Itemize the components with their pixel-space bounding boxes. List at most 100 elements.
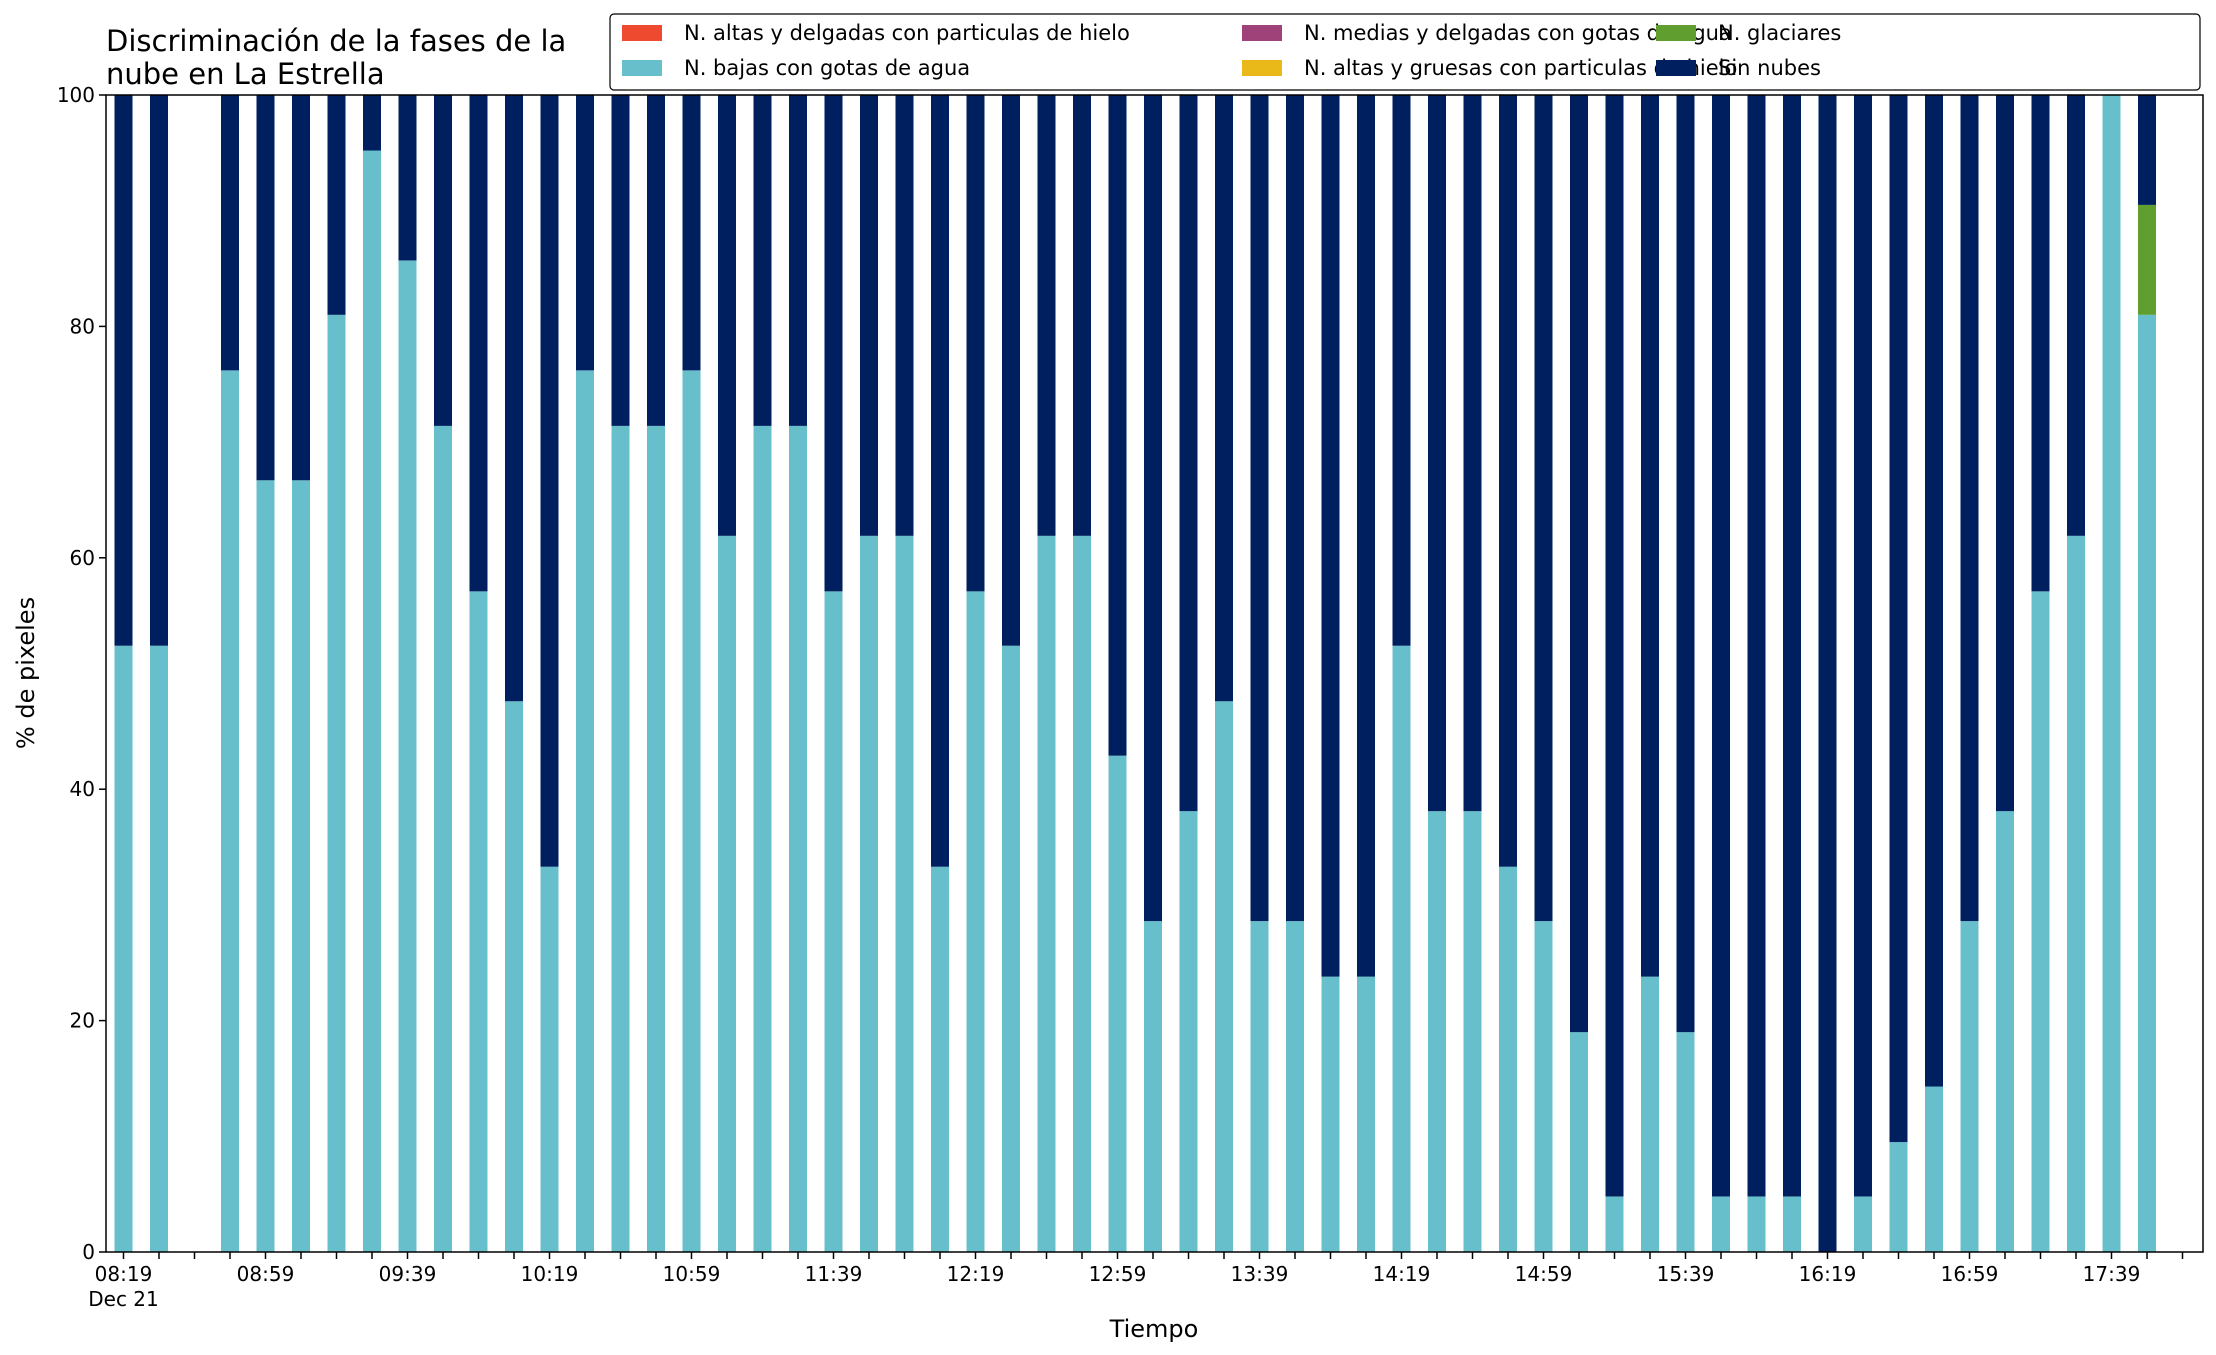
bar-segment-5-44 — [1676, 95, 1695, 1033]
x-tick-label: 16:59 — [1941, 1262, 1999, 1286]
y-tick-label: 60 — [70, 546, 95, 570]
legend-label: N. glaciares — [1718, 21, 1841, 45]
legend-box — [609, 13, 2201, 91]
bar-segment-3-53 — [1996, 811, 2014, 1252]
x-tick-label: 17:39 — [2083, 1262, 2141, 1286]
bar-segment-3-35 — [1357, 976, 1375, 1252]
bar-segment-5-35 — [1357, 95, 1375, 977]
y-tick-label: 20 — [70, 1009, 95, 1033]
bar-segment-3-47 — [1783, 1196, 1801, 1252]
y-tick-label: 40 — [70, 777, 95, 801]
bar-segment-3-50 — [1889, 1142, 1908, 1252]
bar-segment-5-4 — [256, 95, 275, 481]
bar-segment-3-20 — [824, 591, 843, 1252]
bar-segment-5-9 — [434, 95, 452, 426]
legend-swatch — [1656, 60, 1696, 76]
bar-segment-3-18 — [753, 425, 772, 1252]
bar-segment-5-21 — [860, 95, 878, 536]
bar-segment-3-31 — [1215, 701, 1233, 1252]
x-tick-label: 10:19 — [521, 1262, 579, 1286]
bar-segment-3-56 — [2102, 95, 2121, 1252]
bar-segment-3-46 — [1747, 1196, 1766, 1252]
bar-segment-5-17 — [718, 95, 736, 536]
bar-segment-3-13 — [576, 370, 594, 1252]
bar-segment-3-45 — [1712, 1196, 1730, 1252]
bar-segment-3-17 — [718, 535, 736, 1252]
bar-segment-5-41 — [1570, 95, 1588, 1033]
bar-segment-5-15 — [647, 95, 665, 426]
bar-segment-3-23 — [931, 866, 949, 1252]
plot-frame — [105, 94, 2204, 1253]
legend-label: N. bajas con gotas de agua — [684, 56, 970, 80]
bar-segment-3-30 — [1179, 811, 1198, 1252]
bar-segment-3-36 — [1392, 645, 1411, 1252]
x-tick-label: 08:19 — [95, 1262, 153, 1286]
x-tick-label: 10:59 — [663, 1262, 721, 1286]
legend-swatch — [622, 60, 662, 76]
bar-segment-5-45 — [1712, 95, 1730, 1197]
x-axis-label: Tiempo — [1109, 1315, 1199, 1343]
bar-segment-3-54 — [2031, 591, 2050, 1252]
bar-segment-5-47 — [1783, 95, 1801, 1197]
bar-segment-3-1 — [150, 645, 168, 1252]
bar-segment-5-49 — [1854, 95, 1872, 1197]
bar-segment-3-52 — [1960, 921, 1979, 1252]
x-tick-label: 12:59 — [1089, 1262, 1147, 1286]
bar-segment-3-32 — [1250, 921, 1269, 1252]
bar-segment-5-52 — [1960, 95, 1979, 922]
legend: N. altas y delgadas con particulas de hi… — [609, 13, 2201, 91]
bar-segment-5-42 — [1605, 95, 1624, 1197]
bar-segment-3-39 — [1499, 866, 1517, 1252]
bar-segment-3-10 — [469, 591, 488, 1252]
chart-title-line-1: Discriminación de la fases de la — [106, 24, 566, 58]
bar-segment-5-51 — [1925, 95, 1943, 1087]
bar-segment-3-0 — [114, 645, 133, 1252]
bar-segment-5-16 — [682, 95, 701, 371]
bar-segment-5-22 — [895, 95, 914, 536]
bar-segment-3-49 — [1854, 1196, 1872, 1252]
bar-segment-4-57 — [2138, 204, 2156, 315]
bar-segment-3-21 — [860, 535, 878, 1252]
bar-segment-3-42 — [1605, 1196, 1624, 1252]
legend-swatch — [1656, 25, 1696, 41]
bar-segment-5-30 — [1179, 95, 1198, 812]
bar-segment-5-57 — [2138, 95, 2156, 205]
x-tick-label: 16:19 — [1799, 1262, 1857, 1286]
legend-swatch — [1242, 60, 1282, 76]
y-tick-label: 80 — [70, 314, 95, 338]
bar-segment-3-43 — [1641, 976, 1659, 1252]
bar-segment-5-0 — [114, 95, 133, 646]
bar-segment-5-12 — [540, 95, 559, 867]
bar-segment-3-34 — [1321, 976, 1340, 1252]
bar-segment-3-5 — [292, 480, 310, 1252]
bar-segment-5-33 — [1286, 95, 1304, 922]
bar-segment-3-44 — [1676, 1032, 1695, 1252]
bar-segment-5-37 — [1428, 95, 1446, 812]
bar-segment-5-11 — [505, 95, 523, 702]
bar-segment-5-10 — [469, 95, 488, 592]
x-tick-label: 08:59 — [237, 1262, 295, 1286]
bar-segment-3-41 — [1570, 1032, 1588, 1252]
bar-segment-3-14 — [611, 425, 630, 1252]
bar-segment-3-37 — [1428, 811, 1446, 1252]
x-tick-label: 14:19 — [1373, 1262, 1431, 1286]
bar-segment-3-11 — [505, 701, 523, 1252]
bar-segment-3-28 — [1108, 755, 1127, 1252]
bar-segment-5-7 — [363, 95, 381, 151]
bar-segment-3-9 — [434, 425, 452, 1252]
bar-segment-5-40 — [1534, 95, 1553, 922]
x-tick-label: 11:39 — [805, 1262, 863, 1286]
x-tick-label: 13:39 — [1231, 1262, 1289, 1286]
bar-segment-3-19 — [789, 425, 807, 1252]
legend-label: N. altas y delgadas con particulas de hi… — [684, 21, 1130, 45]
bar-segment-5-6 — [327, 95, 346, 315]
bar-segment-5-54 — [2031, 95, 2050, 592]
bar-segment-5-50 — [1889, 95, 1908, 1143]
bar-segment-3-15 — [647, 425, 665, 1252]
bar-segment-5-8 — [398, 95, 417, 261]
bar-segment-5-48 — [1818, 95, 1837, 1252]
y-axis-label: % de pixeles — [12, 597, 40, 749]
bar-segment-5-28 — [1108, 95, 1127, 756]
bar-segment-5-20 — [824, 95, 843, 592]
